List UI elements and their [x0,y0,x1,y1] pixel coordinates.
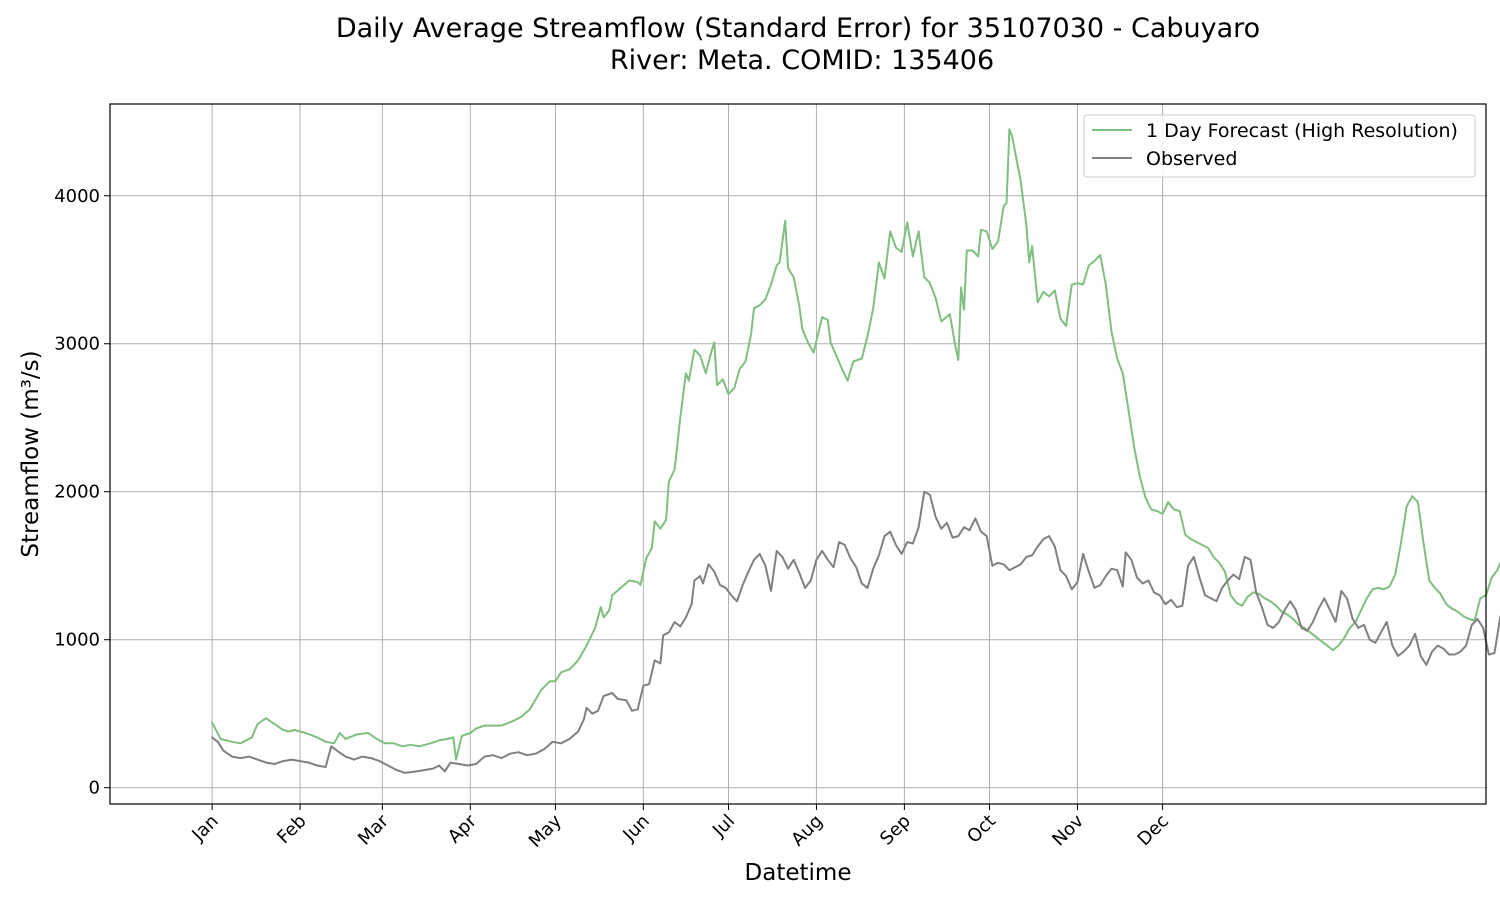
x-axis-ticks: Jan Feb Mar Apr May Jun Jul Aug Sep Oct Nov Dec [187,804,1173,852]
y-tick-label: 1000 [54,630,100,651]
series-lines [211,128,1500,774]
x-tick-label: Nov [1048,810,1088,850]
y-tick-label: 2000 [54,482,100,503]
y-axis-label: Streamflow (m³/s) [18,350,44,557]
x-tick-label: Jan [187,811,222,846]
x-tick-label: Dec [1134,811,1173,850]
series-line-observed [211,490,1500,774]
legend-label-observed: Observed [1146,148,1237,170]
legend-box [1083,114,1476,178]
x-tick-label: Sep [876,811,915,850]
series-line-forecast [211,128,1500,761]
chart-title-line1: Daily Average Streamflow (Standard Error… [336,13,1260,44]
legend-label-forecast: 1 Day Forecast (High Resolution) [1146,120,1458,142]
x-tick-label: Mar [354,810,393,849]
x-tick-label: Jul [708,811,739,842]
y-axis-ticks: 0 1000 2000 3000 4000 [54,186,110,799]
x-tick-label: Apr [444,810,481,847]
plot-frame [109,103,1487,805]
y-tick-label: 0 [89,778,100,799]
x-axis-label: Datetime [745,860,852,886]
x-tick-label: Aug [787,811,827,851]
chart-title-line2: River: Meta. COMID: 135406 [610,45,994,76]
x-tick-label: Oct [963,811,1000,848]
x-tick-label: Jun [618,811,653,846]
grid-lines [110,104,1486,804]
y-tick-label: 4000 [54,186,100,207]
x-tick-label: May [525,810,566,851]
y-tick-label: 3000 [54,334,100,355]
x-tick-label: Feb [273,811,310,848]
legend: 1 Day Forecast (High Resolution) Observe… [1083,114,1476,178]
